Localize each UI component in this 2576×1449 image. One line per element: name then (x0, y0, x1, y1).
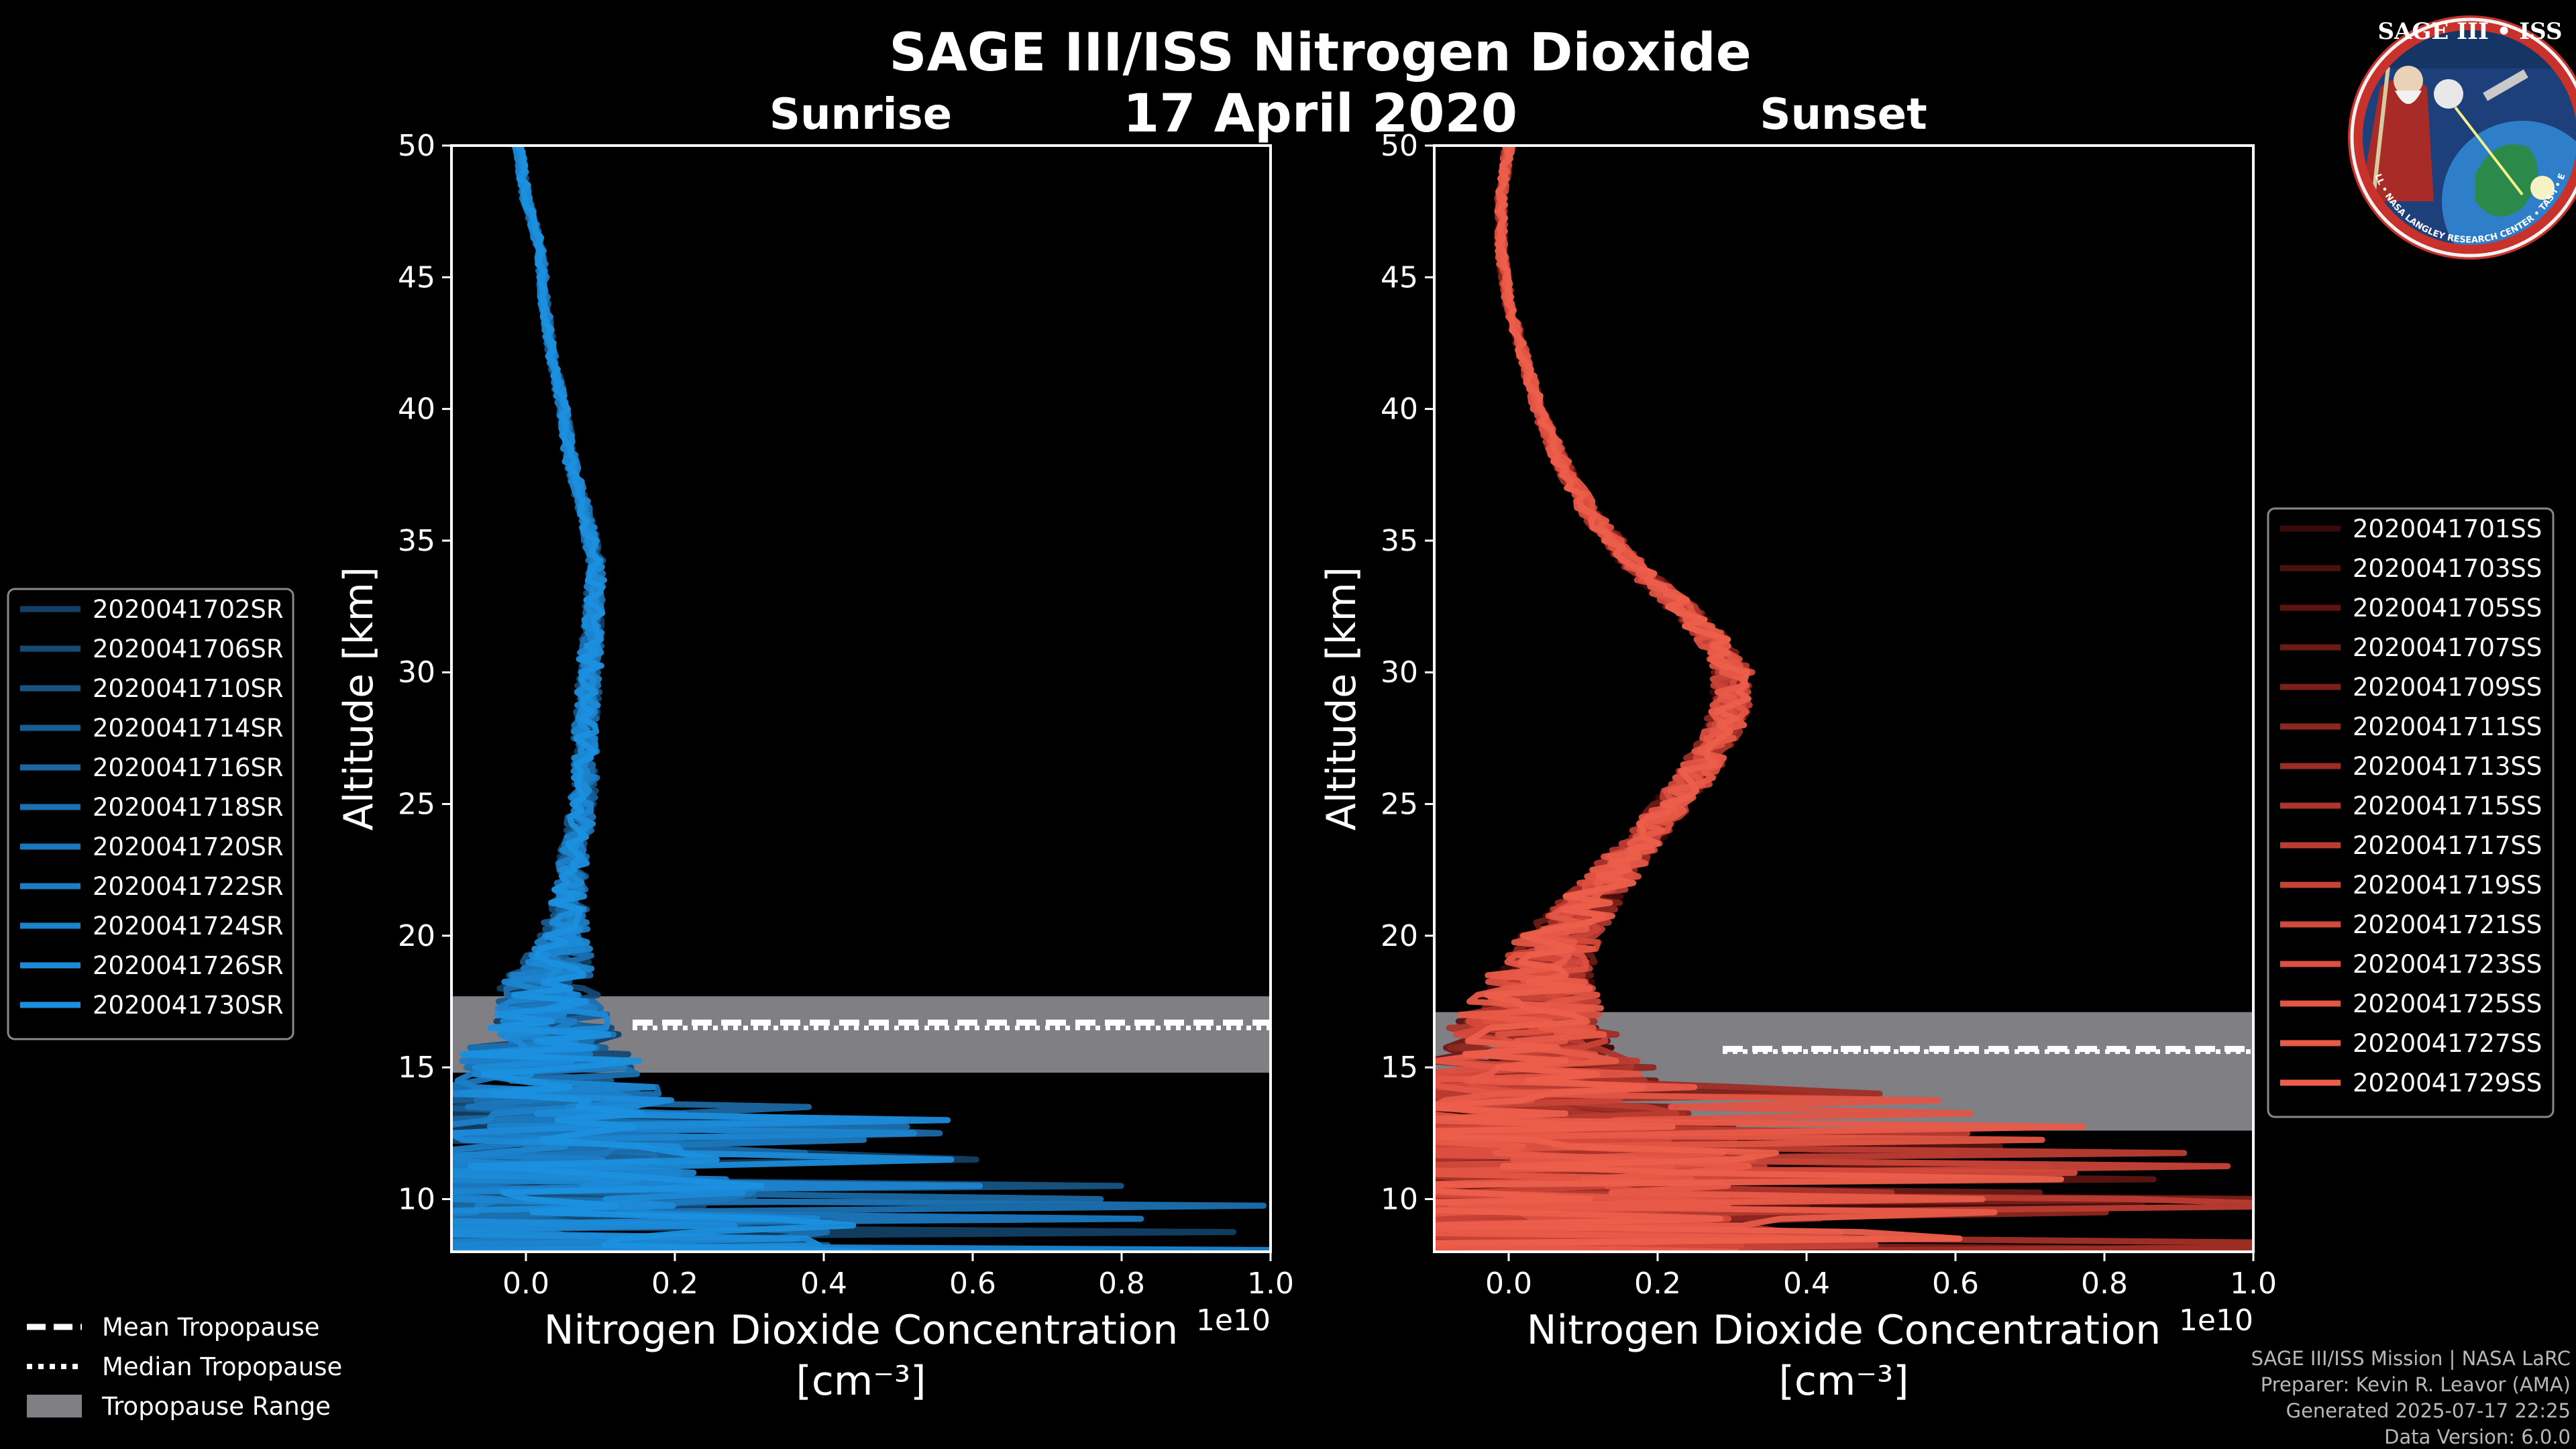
legend-label: 2020041720SR (93, 833, 284, 861)
credit-line: Preparer: Kevin R. Leavor (AMA) (2261, 1373, 2571, 1396)
legend-label: 2020041705SS (2353, 594, 2542, 623)
legend-label: 2020041727SS (2353, 1029, 2542, 1058)
x-offset-label: 1e10 (2179, 1303, 2253, 1338)
y-tick-label: 10 (1381, 1182, 1418, 1216)
legend-label: 2020041717SS (2353, 831, 2542, 860)
legend-label: 2020041707SS (2353, 633, 2542, 662)
x-tick-label: 0.6 (1932, 1267, 1979, 1301)
legend-label: 2020041721SS (2353, 910, 2542, 939)
y-tick-label: 20 (398, 919, 435, 953)
y-tick-label: 45 (398, 260, 435, 294)
credits: SAGE III/ISS Mission | NASA LaRC Prepare… (2251, 1347, 2571, 1448)
patch-title: SAGE III • ISS (2377, 18, 2562, 45)
axes-frame (1433, 144, 2255, 1253)
legend-label: 2020041724SR (93, 912, 284, 941)
tropopause-range-swatch (27, 1395, 82, 1417)
y-tick-label: 15 (1381, 1051, 1418, 1085)
sunrise-panel: Sunrise 0.0 0.2 0.4 0.6 0.8 1.0 10 15 20 25 30 35 40 4… (335, 90, 1294, 1405)
legend-label: 2020041719SS (2353, 871, 2542, 900)
legend-label: 2020041718SR (93, 793, 284, 822)
x-axis-label: Nitrogen Dioxide Concentration (1527, 1307, 2161, 1354)
x-tick-label: 0.4 (800, 1267, 847, 1301)
legend-label: 2020041711SS (2353, 712, 2542, 741)
x-tick-label: 0.4 (1783, 1267, 1830, 1301)
profile-line-2020041706SR (451, 146, 827, 1252)
credit-line: Data Version: 6.0.0 (2384, 1426, 2571, 1448)
y-tick-label: 25 (1381, 788, 1418, 822)
legend-label: 2020041714SR (93, 714, 284, 743)
y-tick-label: 50 (398, 129, 435, 163)
legend-label: 2020041713SS (2353, 752, 2542, 781)
y-tick-label: 15 (398, 1051, 435, 1085)
x-tick-label: 0.0 (1485, 1267, 1532, 1301)
y-tick-label: 45 (1381, 260, 1418, 294)
legend-label: 2020041729SS (2353, 1069, 2542, 1097)
credit-line: SAGE III/ISS Mission | NASA LaRC (2251, 1347, 2571, 1370)
sunrise-legend: 2020041702SR 2020041706SR 2020041710SR 2020… (7, 588, 294, 1040)
x-tick-label: 0.8 (1098, 1267, 1145, 1301)
legend-label: 2020041709SS (2353, 673, 2542, 702)
tropopause-legend-label: Mean Tropopause (102, 1313, 320, 1342)
profile-line-2020041720SR (451, 146, 1144, 1252)
panel-title: Sunrise (769, 90, 952, 140)
x-tick-label: 1.0 (2230, 1267, 2277, 1301)
y-tick-label: 40 (398, 392, 435, 427)
y-axis-label: Altitude [km] (1318, 567, 1365, 831)
x-tick-label: 0.0 (502, 1267, 549, 1301)
y-tick-label: 50 (1381, 129, 1418, 163)
x-tick-label: 0.6 (949, 1267, 996, 1301)
y-tick-label: 35 (1381, 524, 1418, 558)
legend-label: 2020041710SR (93, 674, 284, 703)
x-axis-units: [cm⁻³] (1779, 1358, 1909, 1405)
legend-label: 2020041725SS (2353, 989, 2542, 1018)
tropopause-legend: Mean Tropopause Median Tropopause Tropopau… (27, 1313, 342, 1421)
x-tick-label: 0.8 (2081, 1267, 2128, 1301)
profile-line-2020041730SR (460, 146, 872, 1252)
y-axis-label: Altitude [km] (335, 567, 382, 831)
legend-label: 2020041723SS (2353, 950, 2542, 979)
legend-label: 2020041703SS (2353, 554, 2542, 583)
x-tick-label: 1.0 (1247, 1267, 1294, 1301)
legend-label: 2020041716SR (93, 753, 284, 782)
legend-label: 2020041726SR (93, 951, 284, 980)
panel-title: Sunset (1760, 90, 1927, 140)
y-tick-label: 35 (398, 524, 435, 558)
legend-label: 2020041715SS (2353, 792, 2542, 820)
tropopause-legend-label: Tropopause Range (101, 1392, 331, 1421)
profiles-group (1434, 146, 2253, 1252)
x-axis-label: Nitrogen Dioxide Concentration (544, 1307, 1179, 1354)
legend-label: 2020041722SR (93, 872, 284, 901)
legend-label: 2020041706SR (93, 635, 284, 663)
x-tick-label: 0.2 (651, 1267, 698, 1301)
y-tick-label: 30 (398, 655, 435, 690)
y-tick-label: 25 (398, 788, 435, 822)
profiles-group (451, 146, 1271, 1252)
y-tick-label: 30 (1381, 655, 1418, 690)
figure-title: SAGE III/ISS Nitrogen Dioxide (889, 23, 1751, 83)
figure-date: 17 April 2020 (1123, 84, 1517, 144)
x-axis-units: [cm⁻³] (796, 1358, 926, 1405)
sunset-legend: 2020041701SS 2020041703SS 2020041705SS 2020… (2267, 507, 2555, 1118)
legend-label: 2020041702SR (93, 595, 284, 624)
x-offset-label: 1e10 (1196, 1303, 1271, 1338)
legend-label: 2020041730SR (93, 991, 284, 1020)
y-tick-label: 10 (398, 1182, 435, 1216)
sunset-panel: Sunset 0.0 0.2 0.4 0.6 0.8 1.0 10 15 20 25 30 35 40 45… (1318, 90, 2277, 1405)
x-tick-label: 0.2 (1634, 1267, 1681, 1301)
profile-line-2020041729SS (1434, 146, 2064, 1252)
tropopause-legend-label: Median Tropopause (102, 1352, 342, 1381)
axes-frame (450, 144, 1272, 1253)
y-tick-label: 40 (1381, 392, 1418, 427)
credit-line: Generated 2025-07-17 22:25 (2286, 1399, 2571, 1422)
legend-label: 2020041701SS (2353, 515, 2542, 543)
y-tick-label: 20 (1381, 919, 1418, 953)
